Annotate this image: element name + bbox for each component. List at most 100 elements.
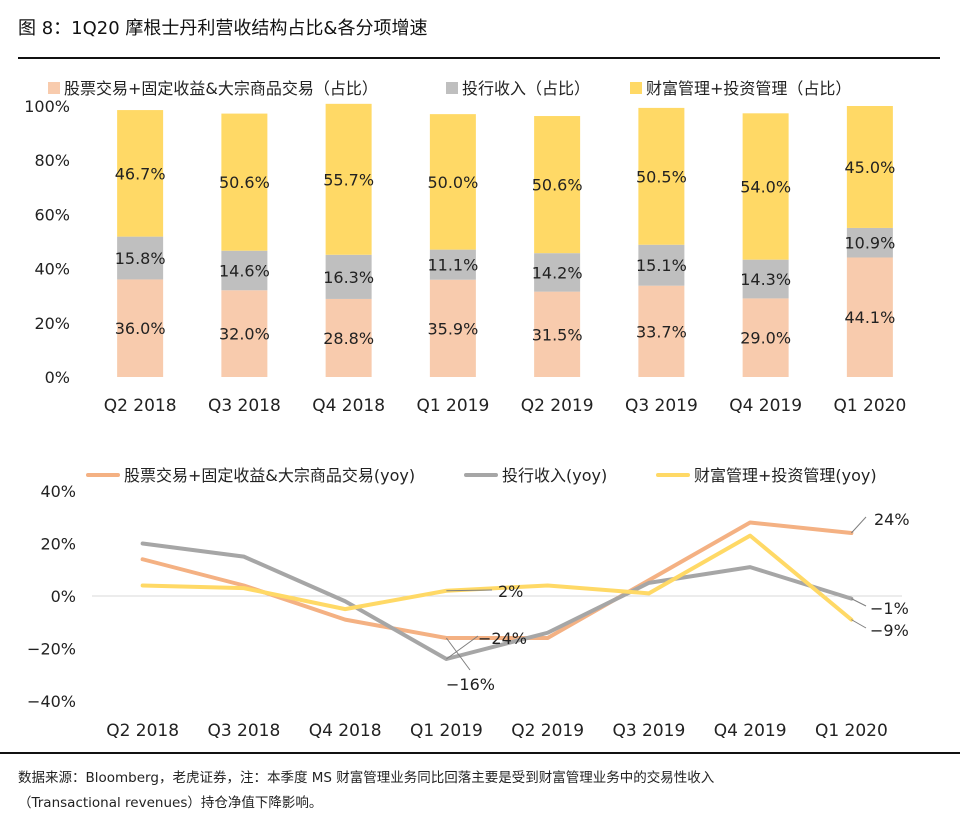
bar-data-label: 31.5% xyxy=(532,325,583,344)
bar-segment-2 xyxy=(846,227,893,258)
bar-segment-3 xyxy=(117,110,164,237)
bar-data-label: 35.9% xyxy=(427,319,478,338)
bar-data-label: 15.1% xyxy=(636,256,687,275)
bar-y-tick: 80% xyxy=(34,151,70,170)
annotation-leader xyxy=(851,516,867,534)
bar-data-label: 46.7% xyxy=(115,164,166,183)
line-x-tick: Q1 2020 xyxy=(815,721,888,741)
bar-data-label: 44.1% xyxy=(844,308,895,327)
bar-data-label: 29.0% xyxy=(740,329,791,348)
line-y-tick: 0% xyxy=(51,587,76,606)
bar-segment-3 xyxy=(846,106,893,228)
bar-data-label: 55.7% xyxy=(323,170,374,189)
bar-x-tick: Q4 2019 xyxy=(729,396,802,416)
line-x-tick: Q4 2019 xyxy=(714,721,787,741)
bar-segment-2 xyxy=(742,259,789,299)
legend-swatch-bar-3 xyxy=(630,82,642,94)
annotation-label: −9% xyxy=(870,621,909,640)
bar-y-tick: 20% xyxy=(34,314,70,333)
bar-segment-2 xyxy=(117,236,164,280)
annotation-leader xyxy=(445,637,471,671)
bar-data-label: 50.5% xyxy=(636,167,687,186)
bar-y-tick: 40% xyxy=(34,260,70,279)
bar-x-tick: Q3 2018 xyxy=(208,396,281,416)
bar-segment-1 xyxy=(429,279,476,377)
bar-x-tick: Q2 2018 xyxy=(104,396,177,416)
legend-label-line-2: 投行收入(yoy) xyxy=(502,466,607,485)
line-x-tick: Q2 2018 xyxy=(106,721,179,741)
bar-data-label: 28.8% xyxy=(323,329,374,348)
annotation-label: −24% xyxy=(478,629,527,648)
bar-y-tick: 0% xyxy=(45,368,70,387)
bar-segment-3 xyxy=(638,107,685,245)
bar-data-label: 50.6% xyxy=(219,173,270,192)
annotation-label: −16% xyxy=(446,675,495,694)
bar-segment-2 xyxy=(638,244,685,286)
source-note: 数据来源：Bloomberg，老虎证券，注：本季度 MS 财富管理业务同比回落主… xyxy=(18,766,948,816)
bar-x-tick: Q1 2020 xyxy=(833,396,906,416)
bar-segment-1 xyxy=(534,291,581,377)
bar-segment-1 xyxy=(638,285,685,377)
bar-segment-2 xyxy=(429,249,476,280)
line-x-tick: Q2 2019 xyxy=(511,721,584,741)
bar-segment-1 xyxy=(325,298,372,377)
source-line-2: （Transactional revenues）持仓净值下降影响。 xyxy=(18,795,323,811)
bar-segment-1 xyxy=(742,298,789,377)
bar-data-label: 36.0% xyxy=(115,319,166,338)
top-rule xyxy=(18,57,940,59)
bar-data-label: 50.0% xyxy=(427,173,478,192)
line-y-tick: 40% xyxy=(40,482,76,501)
bar-y-tick: 100% xyxy=(24,97,70,116)
line-y-tick: −40% xyxy=(27,692,76,711)
legend-label-line-3: 财富管理+投资管理(yoy) xyxy=(694,466,877,485)
annotation-leader xyxy=(851,598,867,607)
legend-label-bar-1: 股票交易+固定收益&大宗商品交易（占比） xyxy=(64,79,378,98)
line-y-tick: −20% xyxy=(27,640,76,659)
bar-data-label: 14.3% xyxy=(740,270,791,289)
bar-data-label: 45.0% xyxy=(844,158,895,177)
annotation-label: −1% xyxy=(870,599,909,618)
line-y-tick: 20% xyxy=(40,535,76,554)
bar-segment-2 xyxy=(221,250,268,291)
bottom-rule xyxy=(0,752,960,754)
line-series-3 xyxy=(140,533,854,622)
bar-data-label: 14.6% xyxy=(219,261,270,280)
line-x-tick: Q1 2019 xyxy=(410,721,483,741)
legend-swatch-bar-1 xyxy=(48,82,60,94)
line-x-tick: Q3 2019 xyxy=(612,721,685,741)
annotation-leader xyxy=(446,635,479,660)
bar-x-tick: Q1 2019 xyxy=(416,396,489,416)
bar-segment-1 xyxy=(846,257,893,377)
legend-label-line-1: 股票交易+固定收益&大宗商品交易(yoy) xyxy=(124,466,415,485)
line-series-2 xyxy=(140,541,854,661)
line-x-tick: Q4 2018 xyxy=(309,721,382,741)
bar-x-tick: Q4 2018 xyxy=(312,396,385,416)
bar-data-label: 32.0% xyxy=(219,325,270,344)
bar-data-label: 10.9% xyxy=(844,234,895,253)
annotation-label: 2% xyxy=(498,582,523,601)
annotation-label: 24% xyxy=(874,510,910,529)
legend-label-bar-3: 财富管理+投资管理（占比） xyxy=(646,79,851,98)
bar-data-label: 16.3% xyxy=(323,268,374,287)
bar-segment-3 xyxy=(325,103,372,255)
bar-data-label: 14.2% xyxy=(532,263,583,282)
bar-segment-3 xyxy=(429,114,476,250)
legend-swatch-bar-2 xyxy=(446,82,458,94)
bar-data-label: 15.8% xyxy=(115,249,166,268)
bar-segment-2 xyxy=(534,253,581,292)
bar-segment-3 xyxy=(221,113,268,251)
bar-segment-3 xyxy=(534,116,581,254)
bar-data-label: 33.7% xyxy=(636,322,687,341)
figure-title: 图 8：1Q20 摩根士丹利营收结构占比&各分项增速 xyxy=(18,18,428,39)
bar-data-label: 11.1% xyxy=(427,256,478,275)
bar-x-tick: Q3 2019 xyxy=(625,396,698,416)
bar-segment-3 xyxy=(742,113,789,260)
line-x-tick: Q3 2018 xyxy=(207,721,280,741)
bar-data-label: 54.0% xyxy=(740,177,791,196)
legend-label-bar-2: 投行收入（占比） xyxy=(462,79,590,98)
bar-segment-1 xyxy=(221,290,268,377)
bar-y-tick: 60% xyxy=(34,205,70,224)
source-line-1: 数据来源：Bloomberg，老虎证券，注：本季度 MS 财富管理业务同比回落主… xyxy=(18,770,715,786)
bar-x-tick: Q2 2019 xyxy=(521,396,594,416)
